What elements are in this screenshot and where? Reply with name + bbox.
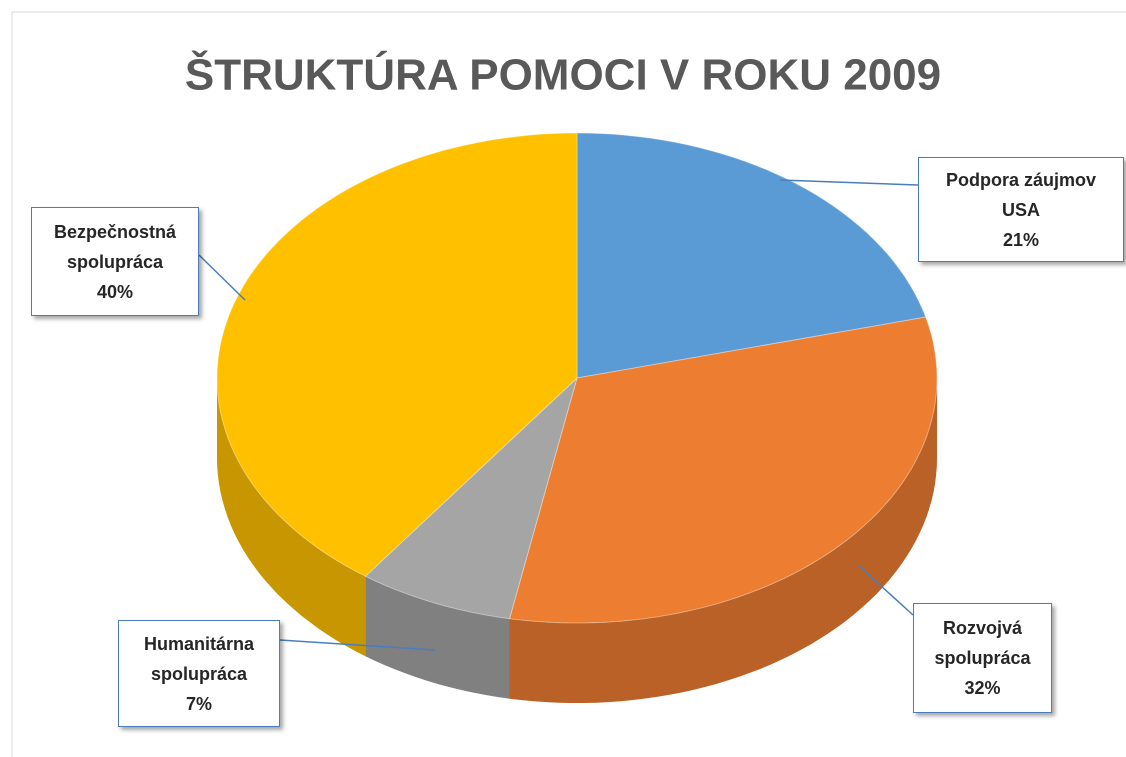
slice-side-shade xyxy=(217,378,366,657)
data-label: Podpora záujmov USA 21% xyxy=(918,157,1124,262)
value-label: 21% xyxy=(1002,229,1040,250)
data-label: Bezpečnostná spolupráca 40% xyxy=(31,207,199,316)
leader-line xyxy=(779,179,919,186)
category-label: Rozvojvá spolupráca xyxy=(934,618,1031,668)
slice-side xyxy=(365,576,510,699)
slice-side xyxy=(217,378,366,657)
slice-side-shade xyxy=(509,378,937,703)
slice xyxy=(364,376,578,620)
value-label: 40% xyxy=(96,281,134,302)
leader-line xyxy=(279,639,436,651)
category-label: Humanitárna spolupráca xyxy=(143,633,255,684)
data-label: Humanitárna spolupráca 7% xyxy=(118,620,280,727)
pie xyxy=(216,132,938,703)
leader-line xyxy=(198,254,246,301)
slice xyxy=(216,132,578,577)
slice xyxy=(576,132,927,379)
slice xyxy=(508,316,938,624)
category-label: Bezpečnostná spolupráca xyxy=(53,221,177,272)
data-label: Rozvojvá spolupráca 32% xyxy=(913,603,1052,713)
slice-side-shade xyxy=(365,576,510,699)
category-label: Podpora záujmov USA xyxy=(945,169,1097,220)
value-label: 7% xyxy=(185,693,212,714)
slice-side xyxy=(509,378,937,703)
value-label: 32% xyxy=(964,678,1001,698)
leader-line xyxy=(857,564,914,616)
chart-title: ŠTRUKTÚRA POMOCI V ROKU 2009 xyxy=(185,49,941,100)
